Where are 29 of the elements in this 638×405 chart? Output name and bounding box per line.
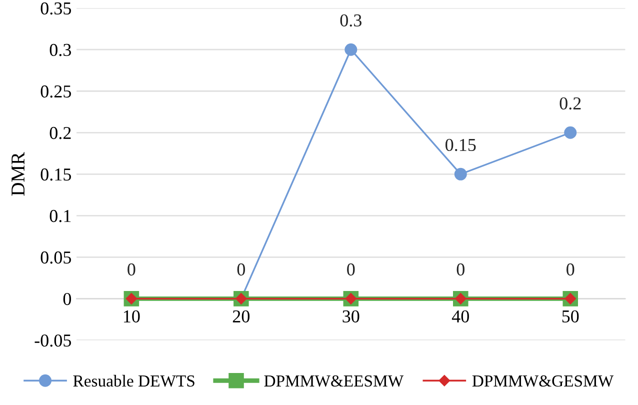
data-label: 0 — [128, 263, 136, 276]
data-label: 0.15 — [446, 138, 476, 152]
y-axis-title: DMR — [12, 152, 24, 196]
data-label: 0 — [237, 263, 245, 276]
point — [344, 43, 358, 56]
y-tick-label: 0.05 — [40, 251, 71, 264]
y-tick-label: -0.05 — [34, 334, 71, 347]
x-tick-label: 30 — [342, 310, 360, 323]
point — [454, 168, 467, 180]
y-tick-label: 0.15 — [40, 168, 71, 181]
x-tick-label: 20 — [232, 310, 250, 323]
y-tick-label: 0.2 — [50, 126, 71, 140]
y-tick-label: 0.3 — [50, 44, 71, 56]
x-tick-label: 40 — [452, 310, 469, 323]
x-tick-label: 50 — [562, 310, 579, 323]
y-tick-label: 0.1 — [50, 210, 71, 222]
data-label: 0.3 — [340, 14, 362, 27]
legend-label: DPMMW&GESMW — [472, 375, 614, 387]
data-label: 0 — [347, 263, 355, 276]
legend-label: Resuable DEWTS — [73, 374, 194, 387]
data-label: 0 — [566, 263, 574, 276]
data-label: 0 — [456, 263, 464, 276]
x-tick-label: 10 — [124, 310, 140, 323]
y-tick-label: 0 — [63, 292, 72, 306]
point — [564, 126, 577, 139]
data-label: 0.2 — [560, 97, 581, 110]
y-tick-label: 0.25 — [40, 85, 71, 98]
y-tick-label: 0.35 — [40, 2, 71, 15]
legend-label: DPMMW&EESMW — [264, 375, 404, 387]
